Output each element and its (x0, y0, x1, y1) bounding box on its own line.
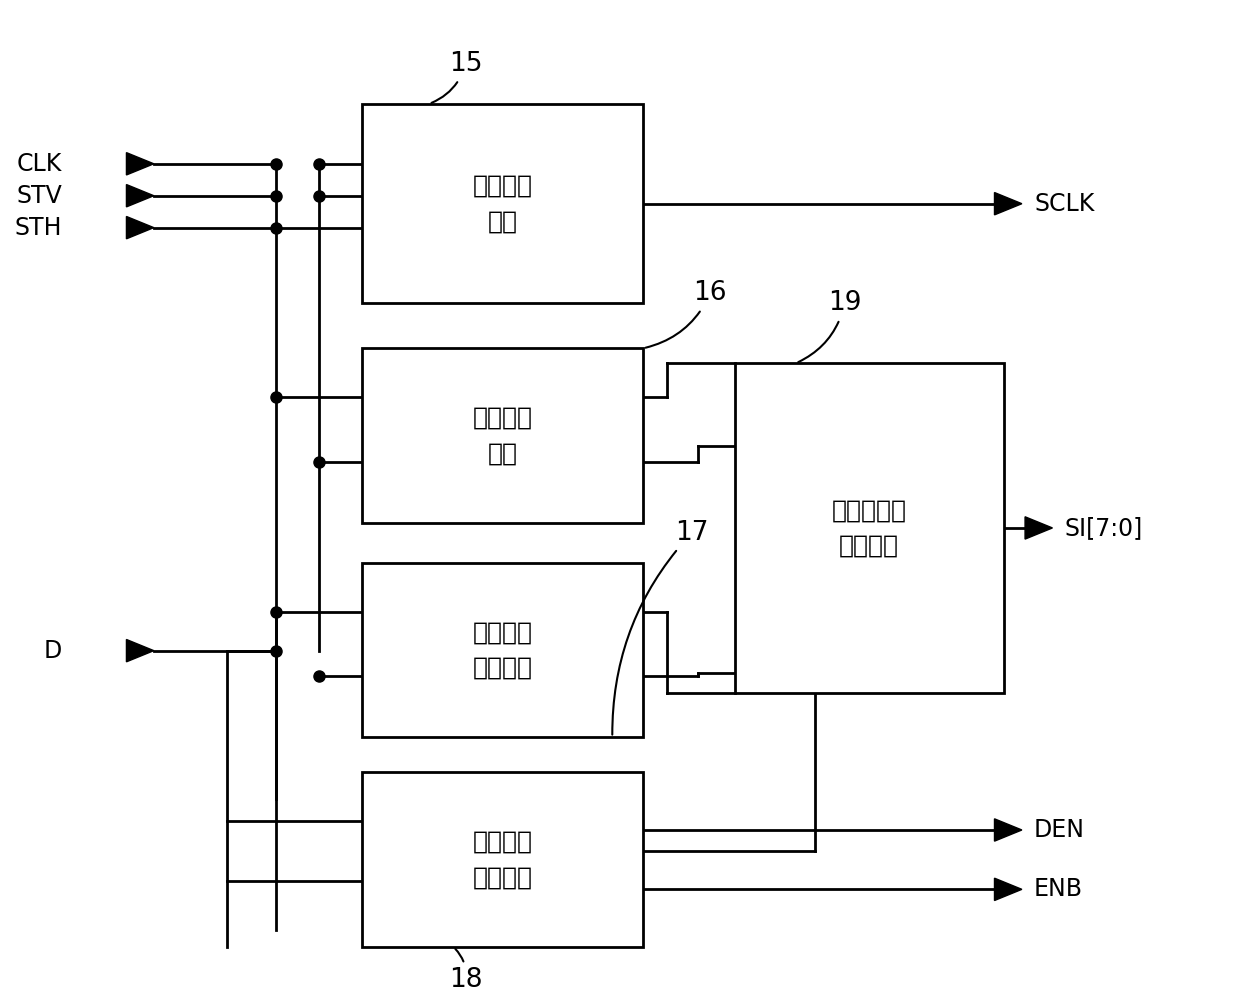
Text: D: D (43, 639, 62, 663)
Polygon shape (1025, 517, 1053, 539)
Polygon shape (126, 640, 154, 662)
Text: 图像信号
生成电路: 图像信号 生成电路 (472, 621, 532, 680)
Polygon shape (994, 878, 1022, 900)
Bar (362, 773, 642, 947)
Text: 地址生成
电路: 地址生成 电路 (472, 406, 532, 466)
Text: 并行－串行
变换电路: 并行－串行 变换电路 (832, 498, 906, 557)
Polygon shape (126, 216, 154, 238)
Text: 19: 19 (799, 291, 862, 362)
Text: 17: 17 (613, 520, 708, 734)
Text: CLK: CLK (17, 152, 62, 176)
Text: STV: STV (16, 184, 62, 207)
Bar (734, 363, 1003, 692)
Text: SCLK: SCLK (1034, 192, 1095, 215)
Polygon shape (126, 153, 154, 175)
Text: STH: STH (15, 215, 62, 239)
Text: 控制信号
生成电路: 控制信号 生成电路 (472, 830, 532, 889)
Text: 16: 16 (646, 281, 727, 348)
Bar (362, 104, 642, 304)
Polygon shape (994, 819, 1022, 841)
Text: 15: 15 (432, 51, 482, 103)
Text: 18: 18 (449, 949, 482, 993)
Polygon shape (994, 192, 1022, 215)
Polygon shape (126, 184, 154, 207)
Text: 时钟生成
电路: 时钟生成 电路 (472, 174, 532, 233)
Bar (362, 348, 642, 523)
Text: SI[7:0]: SI[7:0] (1065, 516, 1143, 540)
Text: ENB: ENB (1034, 877, 1083, 901)
Text: DEN: DEN (1034, 818, 1085, 842)
Bar (362, 563, 642, 737)
